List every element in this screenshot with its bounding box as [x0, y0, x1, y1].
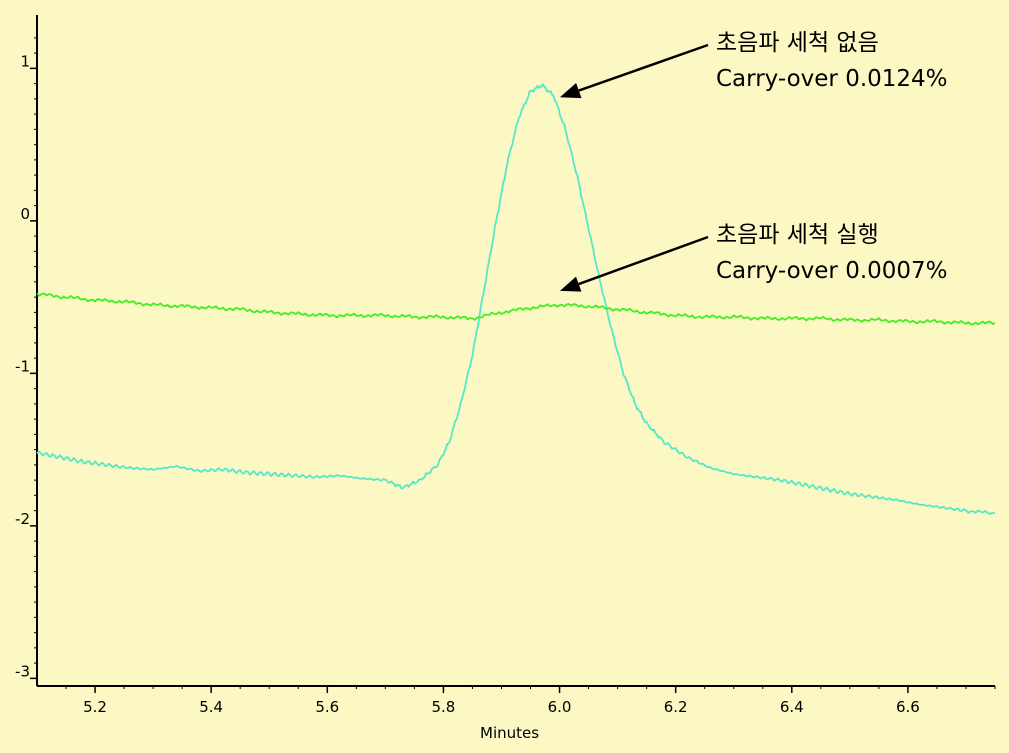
annotation-with-sonication: 초음파 세척 실행 Carry-over 0.0007%: [716, 217, 948, 289]
y-tick-label: -3: [15, 662, 30, 680]
y-tick-label: 1: [20, 52, 30, 70]
annotation-arrow-head: [559, 83, 582, 99]
y-axis: 1 0 -1 -2 -3: [15, 15, 38, 686]
x-tick-label: 6.2: [664, 698, 688, 716]
series-layer: [36, 83, 996, 515]
annotation-arrow-line: [578, 235, 709, 286]
x-tick-label: 5.6: [315, 698, 339, 716]
annotation-with-sonication-title: 초음파 세척 실행: [716, 222, 879, 248]
annotation-without-sonication-title: 초음파 세척 없음: [716, 30, 879, 56]
x-axis: 5.2 5.4 5.6 5.8 6.0 6.2 6.4 6.6 Minutes: [37, 685, 996, 742]
annotation-arrow-line: [578, 43, 709, 92]
x-axis-ticks: 5.2 5.4 5.6 5.8 6.0 6.2 6.4 6.6: [65, 686, 996, 716]
y-tick-label: -2: [15, 510, 30, 528]
x-axis-title: Minutes: [480, 724, 539, 742]
y-axis-ticks: 1 0 -1 -2 -3: [15, 37, 37, 680]
annotation-arrow-head: [559, 276, 582, 292]
y-tick-label: -1: [15, 357, 30, 375]
x-tick-label: 5.4: [199, 698, 223, 716]
annotation-with-sonication-carryover: Carry-over 0.0007%: [716, 258, 948, 284]
series-line-1: [36, 83, 996, 515]
x-tick-label: 5.8: [431, 698, 455, 716]
x-tick-label: 6.4: [780, 698, 804, 716]
x-tick-label: 6.6: [896, 698, 920, 716]
annotation-without-sonication-carryover: Carry-over 0.0124%: [716, 66, 948, 92]
x-tick-label: 5.2: [83, 698, 107, 716]
annotation-arrows: [559, 43, 709, 292]
y-tick-label: 0: [20, 205, 30, 223]
series-line-2: [36, 292, 996, 326]
annotation-without-sonication: 초음파 세척 없음 Carry-over 0.0124%: [716, 25, 948, 97]
x-tick-label: 6.0: [548, 698, 572, 716]
